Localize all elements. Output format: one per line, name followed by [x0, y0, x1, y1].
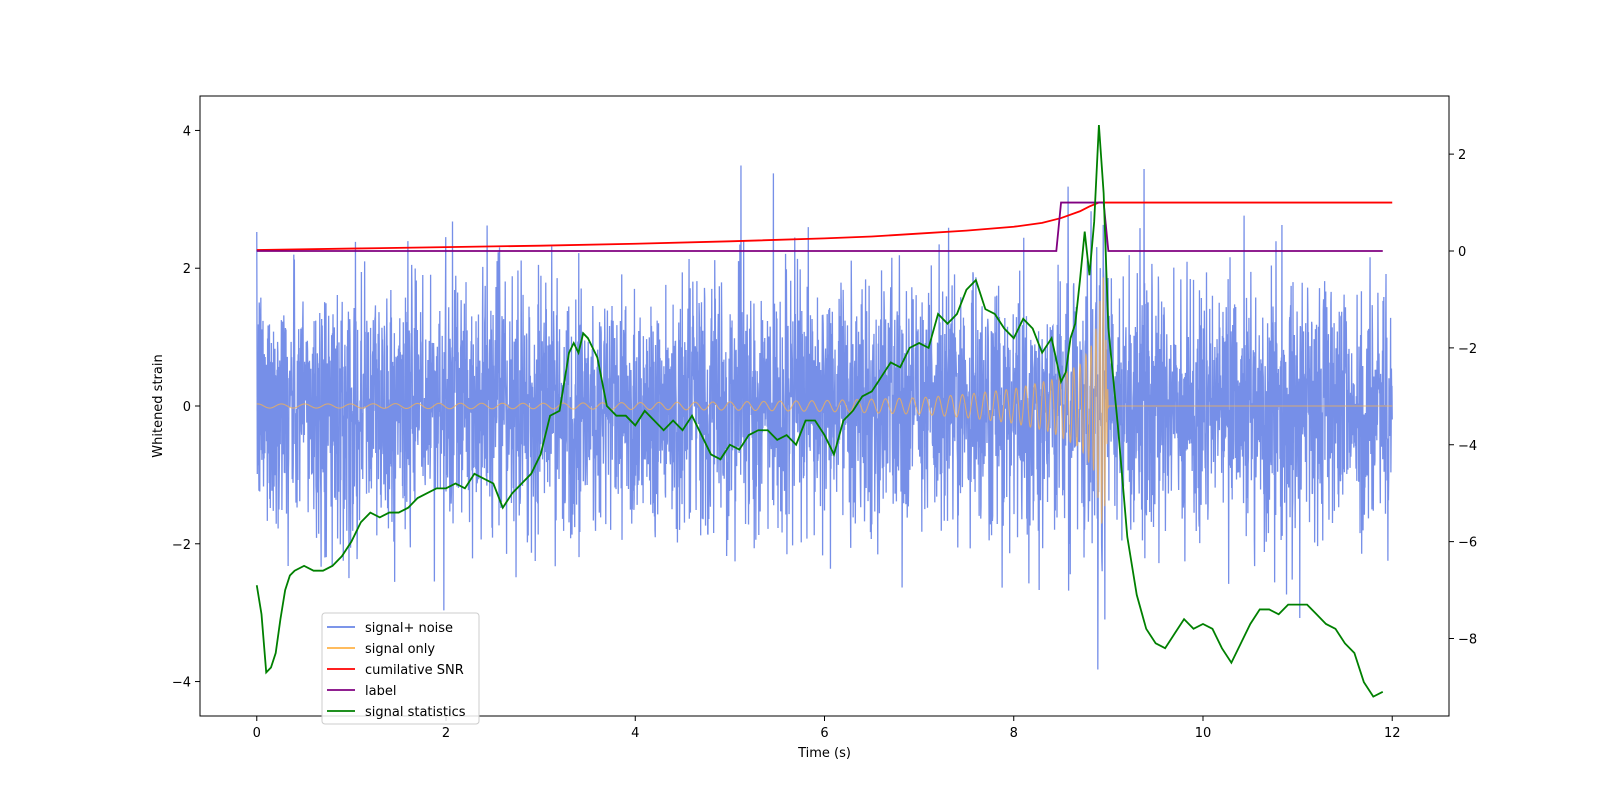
legend: signal+ noise signal only cumilative SNR la… [321, 612, 480, 725]
legend-entry: signal+ noise [365, 621, 453, 636]
series-signal-statistics-line [255, 124, 1384, 698]
axes: 0 2 4 6 8 10 12 −4 −2 0 2 4 −8 −6 −4 −2 0 2 [172, 124, 1477, 741]
y2-tick-label: 0 [1458, 245, 1466, 260]
legend-entry: label [365, 684, 396, 699]
x-tick-label: 12 [1384, 726, 1401, 741]
y2-tick-label: −6 [1458, 536, 1477, 551]
x-tick-label: 2 [442, 726, 450, 741]
legend-box [321, 612, 480, 725]
y2-tick-label: −8 [1458, 633, 1477, 648]
y-tick-label: −4 [172, 676, 191, 691]
series-signal-only-line [256, 277, 1393, 524]
legend-entry: signal statistics [365, 705, 466, 720]
x-tick-label: 4 [631, 726, 639, 741]
y2-tick-label: 2 [1458, 148, 1466, 163]
x-tick-label: 8 [1010, 726, 1018, 741]
y-tick-label: 2 [183, 262, 191, 277]
plot-area [255, 124, 1393, 698]
series-label-line [256, 201, 1383, 252]
y-tick-label: −2 [172, 538, 191, 553]
y-tick-label: 0 [183, 400, 191, 415]
series-signal-noise-line [256, 165, 1393, 670]
y2-tick-label: −2 [1458, 342, 1477, 357]
x-axis-label: Time (s) [797, 746, 851, 761]
y-axis-label: Whitened strain [151, 354, 166, 457]
legend-entry: signal only [365, 642, 435, 657]
series-cumilative-snr-line [256, 201, 1393, 251]
x-tick-label: 0 [253, 726, 261, 741]
x-tick-label: 6 [820, 726, 828, 741]
y2-tick-label: −4 [1458, 439, 1477, 454]
legend-entry: cumilative SNR [365, 663, 464, 678]
y-tick-label: 4 [183, 124, 191, 139]
x-tick-label: 10 [1195, 726, 1212, 741]
